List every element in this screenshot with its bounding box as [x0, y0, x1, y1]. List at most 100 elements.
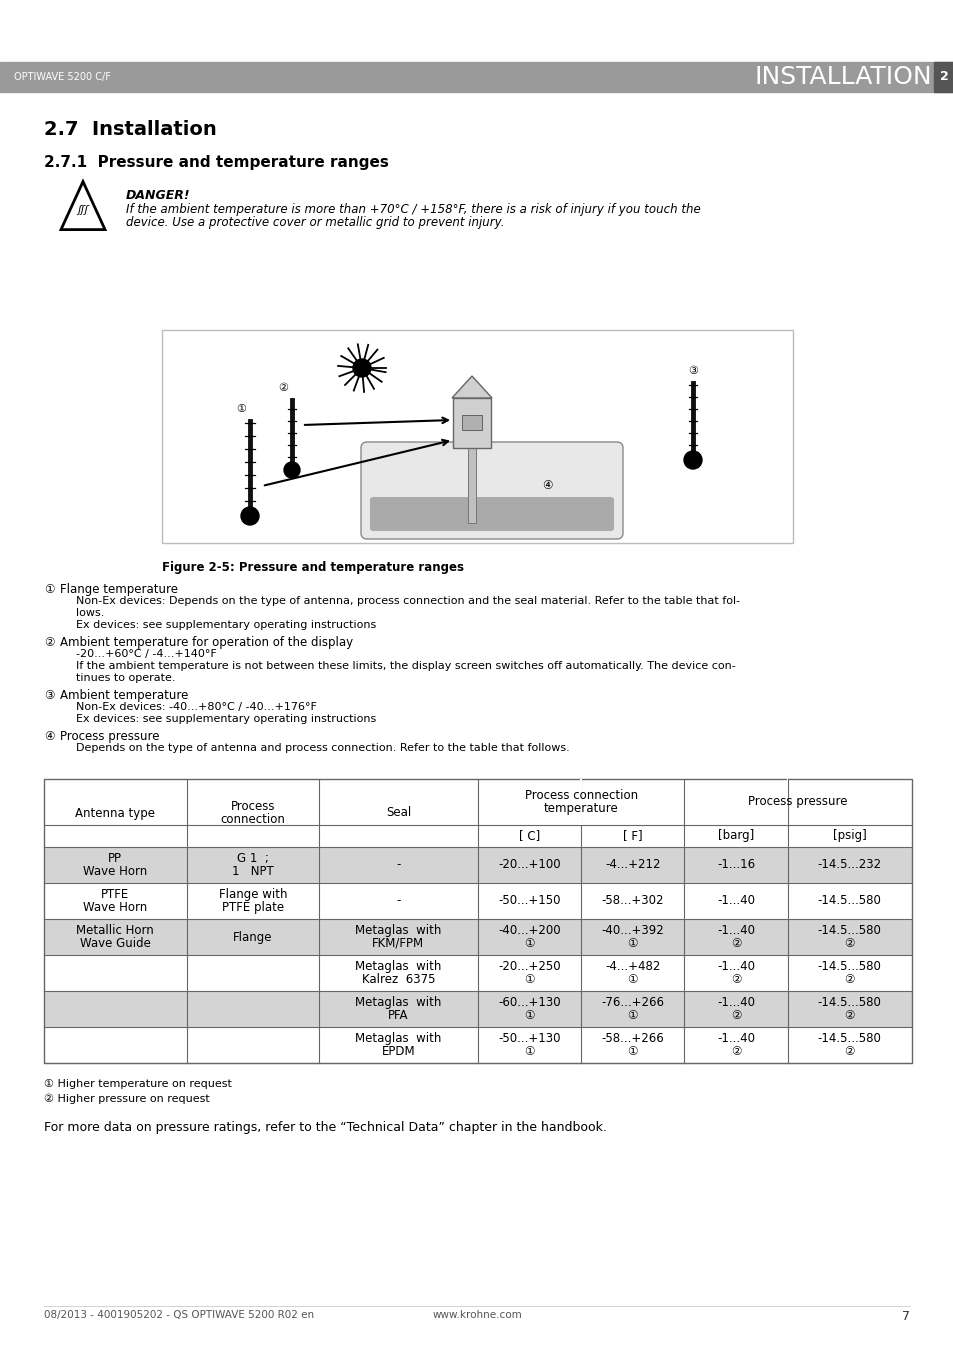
Text: ①: ① — [235, 404, 246, 413]
Text: -14.5...580: -14.5...580 — [817, 924, 881, 938]
Text: -1...40: -1...40 — [717, 996, 754, 1009]
Text: ①: ① — [627, 1046, 638, 1058]
Text: ①: ① — [524, 938, 535, 950]
Bar — [44, 780, 911, 847]
Text: DANGER!: DANGER! — [126, 189, 191, 203]
Text: Process pressure: Process pressure — [748, 796, 847, 808]
Bar — [44, 955, 911, 992]
Text: If the ambient temperature is not between these limits, the display screen switc: If the ambient temperature is not betwee… — [76, 661, 735, 671]
Circle shape — [284, 462, 299, 478]
Bar — [579, 780, 581, 825]
FancyBboxPatch shape — [370, 497, 614, 531]
Text: ③: ③ — [44, 689, 54, 703]
Text: [ F]: [ F] — [622, 830, 642, 843]
Text: OPTIWAVE 5200 C/F: OPTIWAVE 5200 C/F — [14, 72, 111, 82]
Text: Wave Horn: Wave Horn — [83, 865, 148, 878]
Text: -1...40: -1...40 — [717, 894, 754, 908]
Text: temperature: temperature — [543, 802, 618, 815]
Text: -50...+130: -50...+130 — [497, 1032, 560, 1046]
Text: 1   NPT: 1 NPT — [232, 865, 274, 878]
Text: Flange with: Flange with — [218, 888, 287, 901]
Text: Antenna type: Antenna type — [75, 807, 155, 820]
Text: ②: ② — [44, 636, 54, 648]
Text: PP: PP — [109, 852, 122, 865]
Text: INSTALLATION: INSTALLATION — [754, 65, 931, 89]
Text: ②: ② — [730, 1009, 740, 1021]
Circle shape — [683, 451, 701, 469]
Text: Process connection: Process connection — [524, 789, 638, 802]
Text: connection: connection — [220, 813, 285, 825]
Text: Flange: Flange — [233, 931, 273, 943]
Text: -40...+392: -40...+392 — [600, 924, 663, 938]
Text: 08/2013 - 4001905202 - QS OPTIWAVE 5200 R02 en: 08/2013 - 4001905202 - QS OPTIWAVE 5200 … — [44, 1310, 314, 1320]
Bar — [933, 62, 953, 92]
Text: 7: 7 — [901, 1310, 909, 1323]
Text: Wave Guide: Wave Guide — [80, 938, 151, 950]
Text: Ambient temperature for operation of the display: Ambient temperature for operation of the… — [60, 636, 353, 648]
Text: [psig]: [psig] — [832, 830, 865, 843]
Text: -4...+482: -4...+482 — [604, 961, 659, 973]
Text: PFA: PFA — [388, 1009, 408, 1021]
Bar — [44, 780, 911, 1063]
Text: device. Use a protective cover or metallic grid to prevent injury.: device. Use a protective cover or metall… — [126, 216, 504, 230]
Text: -1...40: -1...40 — [717, 1032, 754, 1046]
Text: 2: 2 — [939, 70, 947, 84]
Text: -: - — [395, 858, 400, 871]
Text: ʃʃʃ: ʃʃʃ — [77, 205, 89, 215]
Text: ④: ④ — [541, 480, 552, 492]
Text: -50...+150: -50...+150 — [497, 894, 560, 908]
Text: [barg]: [barg] — [717, 830, 753, 843]
Text: PTFE plate: PTFE plate — [221, 901, 284, 915]
Text: Process: Process — [231, 800, 274, 813]
Text: 2.7.1  Pressure and temperature ranges: 2.7.1 Pressure and temperature ranges — [44, 155, 389, 170]
Text: FKM/FPM: FKM/FPM — [372, 938, 424, 950]
Bar — [453, 399, 491, 449]
Text: 2.7  Installation: 2.7 Installation — [44, 120, 216, 139]
Text: Ex devices: see supplementary operating instructions: Ex devices: see supplementary operating … — [76, 620, 375, 630]
Text: ②: ② — [277, 382, 288, 393]
Text: ②: ② — [843, 973, 854, 986]
Text: ①: ① — [627, 973, 638, 986]
Text: -14.5...580: -14.5...580 — [817, 961, 881, 973]
Circle shape — [353, 359, 371, 377]
Text: ③: ③ — [687, 366, 698, 376]
Text: Figure 2-5: Pressure and temperature ranges: Figure 2-5: Pressure and temperature ran… — [162, 561, 463, 574]
Bar — [468, 446, 476, 523]
Text: ①: ① — [627, 1009, 638, 1021]
Text: ①: ① — [524, 1046, 535, 1058]
Text: -40...+200: -40...+200 — [497, 924, 560, 938]
Text: Metaglas  with: Metaglas with — [355, 924, 441, 938]
Text: Non-Ex devices: -40...+80°C / -40...+176°F: Non-Ex devices: -40...+80°C / -40...+176… — [76, 703, 316, 712]
Bar — [44, 992, 911, 1027]
Text: ②: ② — [843, 1046, 854, 1058]
Text: -20...+60°C / -4...+140°F: -20...+60°C / -4...+140°F — [76, 648, 216, 659]
Text: tinues to operate.: tinues to operate. — [76, 673, 175, 684]
Text: -58...+302: -58...+302 — [601, 894, 663, 908]
Text: EPDM: EPDM — [381, 1046, 415, 1058]
Text: Ambient temperature: Ambient temperature — [60, 689, 188, 703]
Text: -: - — [395, 894, 400, 908]
Text: ②: ② — [730, 973, 740, 986]
Text: For more data on pressure ratings, refer to the “Technical Data” chapter in the : For more data on pressure ratings, refer… — [44, 1121, 606, 1133]
Text: ②: ② — [843, 938, 854, 950]
Text: -14.5...580: -14.5...580 — [817, 1032, 881, 1046]
Text: Kalrez  6375: Kalrez 6375 — [361, 973, 435, 986]
Text: -1...40: -1...40 — [717, 924, 754, 938]
Bar — [461, 415, 481, 430]
Text: ②: ② — [843, 1009, 854, 1021]
Text: Seal: Seal — [385, 807, 411, 820]
Text: -20...+100: -20...+100 — [497, 858, 560, 871]
Text: PTFE: PTFE — [101, 888, 130, 901]
Bar — [44, 919, 911, 955]
Text: Metallic Horn: Metallic Horn — [76, 924, 154, 938]
Text: [ C]: [ C] — [518, 830, 539, 843]
Text: ②: ② — [730, 1046, 740, 1058]
Text: ①: ① — [44, 584, 54, 596]
Text: -20...+250: -20...+250 — [497, 961, 560, 973]
Circle shape — [241, 507, 258, 526]
Text: Flange temperature: Flange temperature — [60, 584, 178, 596]
Bar — [0, 62, 953, 92]
Bar — [786, 780, 787, 825]
Text: -1...40: -1...40 — [717, 961, 754, 973]
Text: -14.5...580: -14.5...580 — [817, 996, 881, 1009]
